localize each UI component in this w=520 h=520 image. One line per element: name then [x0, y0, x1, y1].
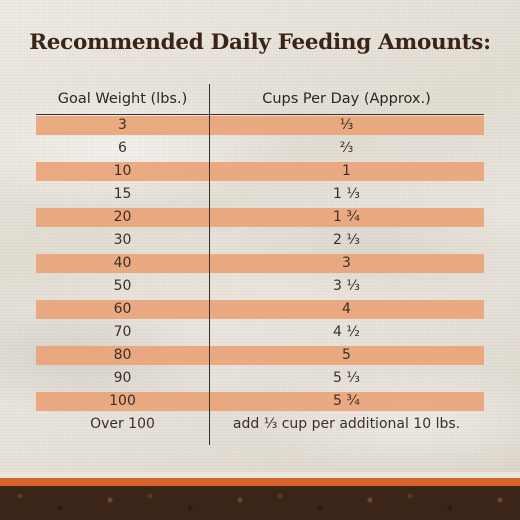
cups-cell: 1 ⅓ [333, 186, 360, 202]
column-divider [209, 84, 210, 445]
cups-cell: 1 ¾ [333, 209, 360, 225]
weight-cell: 70 [113, 324, 132, 340]
page-title: Recommended Daily Feeding Amounts: [29, 30, 491, 55]
weight-cell: Over 100 [90, 416, 155, 432]
cups-cell: 1 [342, 163, 351, 179]
table-header-row: Goal Weight (lbs.) Cups Per Day (Approx.… [36, 84, 484, 114]
table-row: 100 5 ¾ [36, 390, 484, 413]
weight-cell: 20 [113, 209, 132, 225]
table-row: 50 3 ⅓ [36, 275, 484, 298]
accent-band [0, 478, 520, 486]
weight-cell: 40 [113, 255, 132, 271]
header-divider [36, 114, 484, 115]
weight-cell: 3 [118, 117, 127, 133]
header-cups-per-day: Cups Per Day (Approx.) [262, 91, 431, 107]
weight-cell: 10 [113, 163, 132, 179]
table-row: 3 ⅓ [36, 114, 484, 137]
cups-cell: ⅓ [339, 117, 354, 133]
cups-cell: 5 ¾ [333, 393, 360, 409]
cups-cell: 3 [342, 255, 351, 271]
table-row: 80 5 [36, 344, 484, 367]
cups-cell: 3 ⅓ [333, 278, 360, 294]
table-row: 70 4 ½ [36, 321, 484, 344]
table-row: 6 ⅔ [36, 137, 484, 160]
feeding-table: Goal Weight (lbs.) Cups Per Day (Approx.… [36, 84, 484, 436]
cups-cell: ⅔ [339, 140, 354, 156]
weight-cell: 6 [118, 140, 127, 156]
cups-cell: 4 [342, 301, 351, 317]
table-row: 60 4 [36, 298, 484, 321]
weight-cell: 60 [113, 301, 132, 317]
table-row: 40 3 [36, 252, 484, 275]
cups-cell: 5 ⅓ [333, 370, 360, 386]
table-row: 15 1 ⅓ [36, 183, 484, 206]
header-goal-weight: Goal Weight (lbs.) [57, 91, 188, 107]
table-row: Over 100 add ⅓ cup per additional 10 lbs… [36, 413, 484, 436]
table-row: 30 2 ⅓ [36, 229, 484, 252]
weight-cell: 100 [109, 393, 136, 409]
cups-cell: 2 ⅓ [333, 232, 360, 248]
table-row: 90 5 ⅓ [36, 367, 484, 390]
weight-cell: 50 [113, 278, 132, 294]
table-row: 10 1 [36, 160, 484, 183]
cups-cell: 4 ½ [333, 324, 360, 340]
soil-band [0, 486, 520, 520]
weight-cell: 90 [113, 370, 132, 386]
weight-cell: 30 [113, 232, 132, 248]
cups-cell: add ⅓ cup per additional 10 lbs. [232, 416, 461, 432]
table-row: 20 1 ¾ [36, 206, 484, 229]
weight-cell: 80 [113, 347, 132, 363]
cups-cell: 5 [342, 347, 351, 363]
weight-cell: 15 [113, 186, 132, 202]
